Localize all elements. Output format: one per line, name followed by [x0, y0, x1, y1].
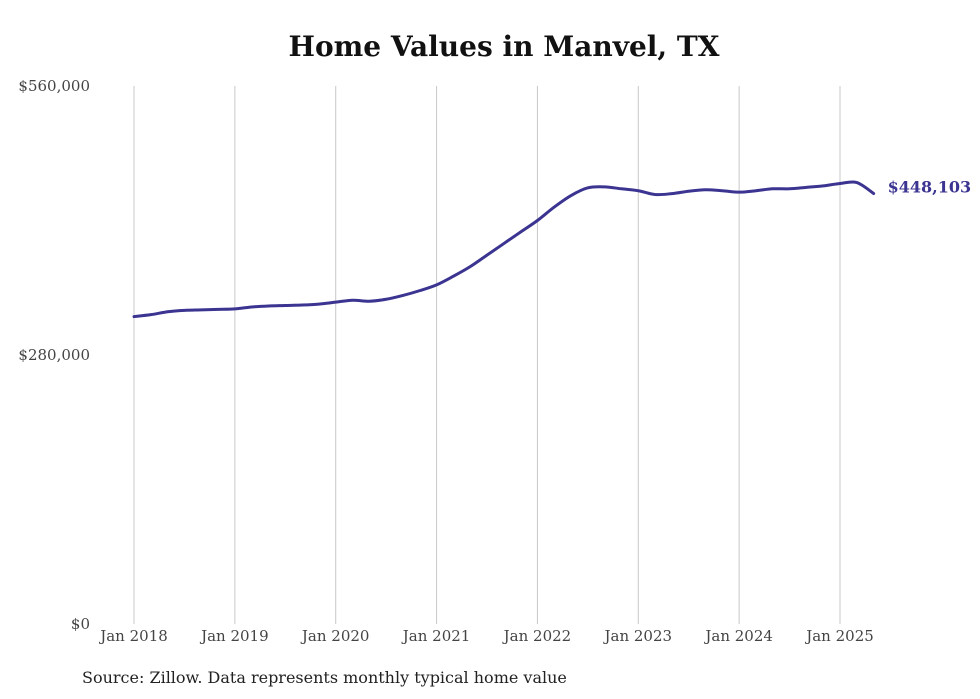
x-tick-label: Jan 2025: [804, 627, 874, 645]
x-tick-label: Jan 2018: [98, 627, 168, 645]
y-tick-label: $0: [71, 615, 90, 633]
series-line: [132, 180, 876, 319]
x-tick-label: Jan 2020: [300, 627, 370, 645]
x-tick-label: Jan 2023: [603, 627, 673, 645]
chart-title: Home Values in Manvel, TX: [288, 30, 720, 63]
y-tick-label: $560,000: [18, 77, 90, 95]
x-tick-label: Jan 2019: [199, 627, 269, 645]
source-note: Source: Zillow. Data represents monthly …: [82, 668, 567, 687]
x-tick-label: Jan 2024: [703, 627, 773, 645]
end-value-label: $448,103: [888, 178, 972, 197]
x-tick-label: Jan 2021: [401, 627, 471, 645]
y-tick-label: $280,000: [18, 346, 90, 364]
x-tick-label: Jan 2022: [502, 627, 572, 645]
